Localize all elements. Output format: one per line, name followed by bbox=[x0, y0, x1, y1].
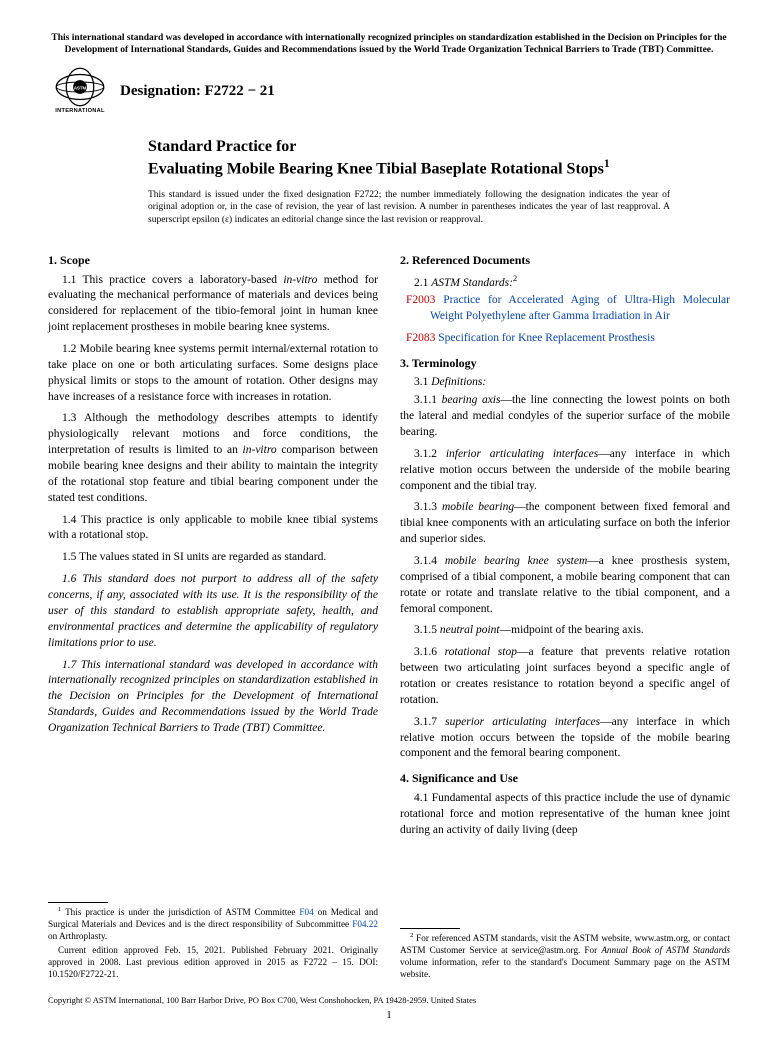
title-prefix: Standard Practice for bbox=[148, 137, 690, 157]
sup-2: 2 bbox=[513, 274, 517, 283]
issue-note: This standard is issued under the fixed … bbox=[148, 189, 670, 226]
terminology-heading: 3. Terminology bbox=[400, 355, 730, 372]
para-1-1: 1.1 This practice covers a laboratory-ba… bbox=[48, 273, 378, 336]
term-rotstop: rotational stop bbox=[445, 646, 517, 658]
right-footnotes-block: 2 For referenced ASTM standards, visit t… bbox=[400, 920, 730, 983]
footnote-rule-right bbox=[400, 928, 460, 929]
def-3-1-3: 3.1.3 mobile bearing—the component betwe… bbox=[400, 500, 730, 548]
def-3-1-1: 3.1.1 bearing axis—the line connecting t… bbox=[400, 393, 730, 441]
significance-heading: 4. Significance and Use bbox=[400, 770, 730, 787]
designation: Designation: F2722 − 21 bbox=[120, 83, 275, 100]
astm-logo: ASTM INTERNATIONAL bbox=[48, 67, 112, 117]
left-footnotes: 1 This practice is under the jurisdictio… bbox=[48, 906, 378, 981]
footnote-1a: 1 This practice is under the jurisdictio… bbox=[48, 906, 378, 943]
refdocs-heading: 2. Referenced Documents bbox=[400, 252, 730, 269]
left-footnotes-block: 1 This practice is under the jurisdictio… bbox=[48, 894, 378, 983]
term-inferior: inferior articulating interfaces bbox=[446, 448, 598, 460]
title-main: Evaluating Mobile Bearing Knee Tibial Ba… bbox=[148, 157, 690, 179]
svg-text:INTERNATIONAL: INTERNATIONAL bbox=[55, 108, 105, 114]
def-3-1-4: 3.1.4 mobile bearing knee system—a knee … bbox=[400, 554, 730, 617]
header-row: ASTM INTERNATIONAL Designation: F2722 − … bbox=[48, 67, 730, 117]
copyright-notice: Copyright © ASTM International, 100 Barr… bbox=[48, 995, 730, 1005]
def-3-1-6: 3.1.6 rotational stop—a feature that pre… bbox=[400, 645, 730, 708]
ref-f2003-code[interactable]: F2003 bbox=[406, 294, 435, 306]
title-sup: 1 bbox=[604, 158, 610, 170]
footnote-2: 2 For referenced ASTM standards, visit t… bbox=[400, 932, 730, 981]
term-neutral: neutral point bbox=[440, 624, 500, 636]
para-1-2: 1.2 Mobile bearing knee systems permit i… bbox=[48, 342, 378, 405]
definitions-line: 3.1 Definitions: bbox=[400, 375, 730, 391]
def-3-1-7: 3.1.7 superior articulating interfaces—a… bbox=[400, 715, 730, 763]
def-3-1-5: 3.1.5 neutral point—midpoint of the bear… bbox=[400, 623, 730, 639]
svg-text:ASTM: ASTM bbox=[74, 85, 87, 90]
para-1-7: 1.7 This international standard was deve… bbox=[48, 658, 378, 737]
footer: Copyright © ASTM International, 100 Barr… bbox=[48, 983, 730, 1021]
footnote-1b: Current edition approved Feb. 15, 2021. … bbox=[48, 945, 378, 981]
title-block: Standard Practice for Evaluating Mobile … bbox=[148, 137, 690, 179]
para-1-4: 1.4 This practice is only applicable to … bbox=[48, 513, 378, 545]
page-content: This international standard was develope… bbox=[48, 32, 730, 1021]
footnote-rule-left bbox=[48, 902, 108, 903]
link-f04-22[interactable]: F04.22 bbox=[352, 919, 378, 929]
ref-f2003-text[interactable]: Practice for Accelerated Aging of Ultra-… bbox=[430, 294, 730, 322]
right-column: 2. Referenced Documents 2.1 ASTM Standar… bbox=[400, 244, 730, 983]
fn1a-post: on Arthroplasty. bbox=[48, 931, 107, 941]
def-neutral: —midpoint of the bearing axis. bbox=[500, 624, 644, 636]
para-1-3: 1.3 Although the methodology describes a… bbox=[48, 411, 378, 506]
def-3-1-2: 3.1.2 inferior articulating interfaces—a… bbox=[400, 447, 730, 495]
astm-standards-line: 2.1 ASTM Standards:2 bbox=[400, 273, 730, 292]
ref-f2003: F2003 Practice for Accelerated Aging of … bbox=[400, 293, 730, 325]
right-footnotes: 2 For referenced ASTM standards, visit t… bbox=[400, 932, 730, 981]
left-column: 1. Scope 1.1 This practice covers a labo… bbox=[48, 244, 378, 983]
top-notice: This international standard was develope… bbox=[48, 32, 730, 57]
columns: 1. Scope 1.1 This practice covers a labo… bbox=[48, 244, 730, 983]
scope-heading: 1. Scope bbox=[48, 252, 378, 269]
para-1-5: 1.5 The values stated in SI units are re… bbox=[48, 550, 378, 566]
link-f04[interactable]: F04 bbox=[299, 907, 313, 917]
fn1a-pre: This practice is under the jurisdiction … bbox=[61, 907, 299, 917]
ref-f2083: F2083 Specification for Knee Replacement… bbox=[400, 331, 730, 347]
page-number: 1 bbox=[48, 1009, 730, 1021]
term-mbks: mobile bearing knee system bbox=[445, 555, 587, 567]
para-1-6: 1.6 This standard does not purport to ad… bbox=[48, 572, 378, 651]
title-main-text: Evaluating Mobile Bearing Knee Tibial Ba… bbox=[148, 160, 604, 177]
para-4-1: 4.1 Fundamental aspects of this practice… bbox=[400, 791, 730, 839]
ref-f2083-text[interactable]: Specification for Knee Replacement Prost… bbox=[438, 332, 655, 344]
ref-f2083-code[interactable]: F2083 bbox=[406, 332, 435, 344]
term-superior: superior articulating interfaces bbox=[445, 716, 600, 728]
term-bearing-axis: bearing axis bbox=[442, 394, 501, 406]
term-mobile-bearing: mobile bearing bbox=[442, 501, 514, 513]
